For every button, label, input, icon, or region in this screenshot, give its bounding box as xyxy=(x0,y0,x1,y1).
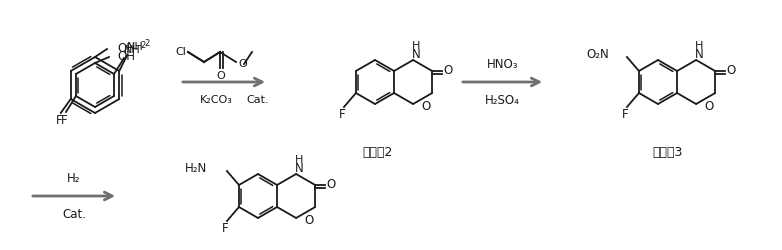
Text: H₂: H₂ xyxy=(67,172,81,184)
Text: Cat.: Cat. xyxy=(246,95,269,105)
Text: 2: 2 xyxy=(140,42,145,50)
Text: O: O xyxy=(421,100,430,112)
Text: O: O xyxy=(238,59,247,69)
Text: F: F xyxy=(622,108,628,122)
Text: F: F xyxy=(339,108,346,122)
Text: N: N xyxy=(412,48,421,62)
Text: H: H xyxy=(695,41,703,51)
Text: O: O xyxy=(704,100,713,112)
Text: F: F xyxy=(56,114,62,128)
Text: O: O xyxy=(726,64,736,78)
Text: F: F xyxy=(61,114,67,126)
Text: H: H xyxy=(295,155,303,165)
Text: O: O xyxy=(327,178,335,192)
Text: H: H xyxy=(412,41,420,51)
Text: NH: NH xyxy=(124,45,141,55)
Text: OH: OH xyxy=(117,50,135,64)
Text: N: N xyxy=(694,48,704,62)
Text: O: O xyxy=(217,71,225,81)
Text: Cat.: Cat. xyxy=(62,208,86,220)
Text: 中间体3: 中间体3 xyxy=(653,146,683,158)
Text: Cl: Cl xyxy=(175,47,186,57)
Text: OH: OH xyxy=(117,42,135,56)
Text: HNO₃: HNO₃ xyxy=(486,58,518,70)
Text: 2: 2 xyxy=(144,40,149,48)
Text: F: F xyxy=(221,222,228,235)
Text: H₂SO₄: H₂SO₄ xyxy=(485,94,520,106)
Text: O: O xyxy=(443,64,453,78)
Text: NH: NH xyxy=(127,42,144,52)
Text: O: O xyxy=(304,214,314,226)
Text: 中间体2: 中间体2 xyxy=(363,146,393,158)
Text: N: N xyxy=(295,162,303,175)
Text: H₂N: H₂N xyxy=(185,162,207,175)
Text: K₂CO₃: K₂CO₃ xyxy=(199,95,232,105)
Text: O₂N: O₂N xyxy=(586,48,609,62)
